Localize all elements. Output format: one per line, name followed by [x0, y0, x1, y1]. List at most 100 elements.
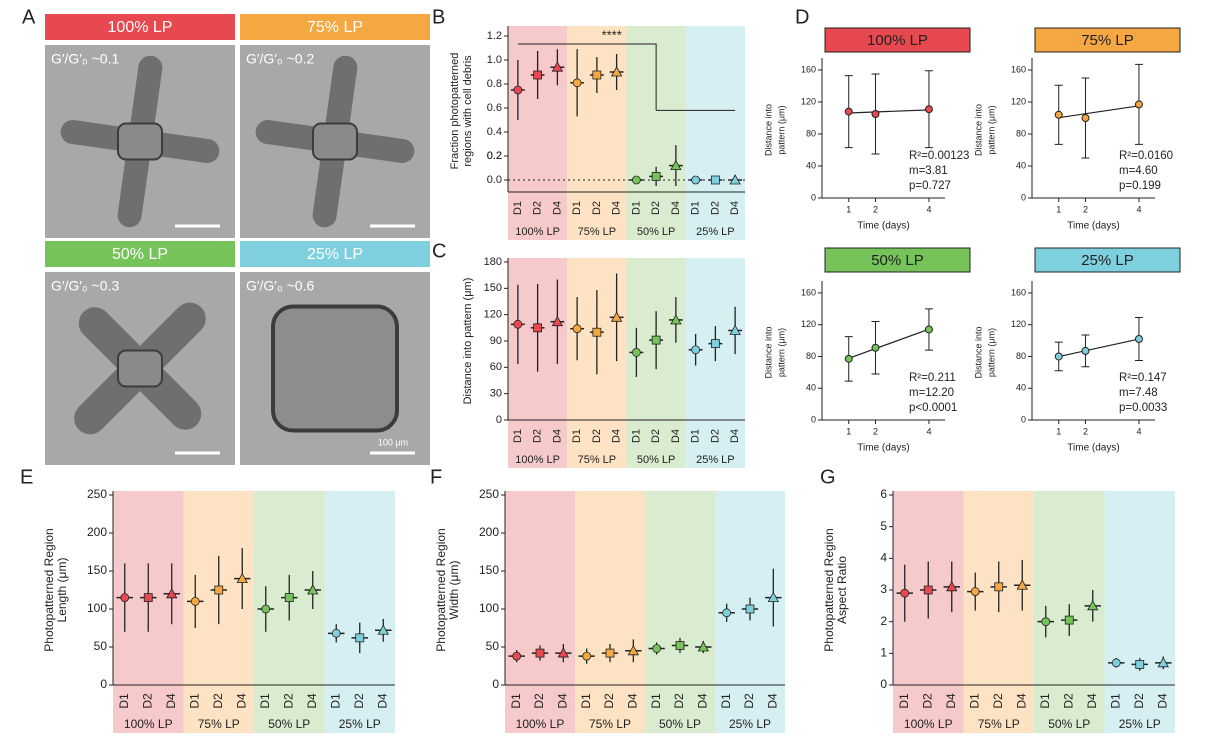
x-tick-label: D1 [187, 693, 201, 709]
y-tick-label: 0 [100, 677, 107, 691]
x-tick-label: D2 [591, 201, 603, 215]
x-tick-label: D1 [719, 693, 733, 709]
point [1134, 100, 1143, 109]
y-axis-label: Length (μm) [55, 558, 69, 623]
x-tick-label: D4 [375, 693, 389, 709]
group-label: 75% LP [978, 717, 1020, 731]
group-label: 25% LP [696, 226, 735, 238]
x-tick-label: 2 [873, 426, 878, 436]
group-band [324, 491, 395, 733]
point [1054, 352, 1063, 361]
x-tick-label: D2 [140, 693, 154, 709]
y-tick-label: 0 [492, 677, 499, 691]
title-box [1034, 27, 1181, 53]
y-tick-label: 250 [479, 487, 499, 501]
x-axis-label: Time (days) [1067, 221, 1119, 232]
x-tick-label: D2 [1061, 693, 1075, 709]
mean-marker [745, 604, 755, 614]
mean-marker [1157, 657, 1169, 668]
mean-marker [261, 604, 271, 614]
x-tick-label: D2 [281, 693, 295, 709]
title-bar [45, 14, 235, 40]
x-tick-label: D2 [709, 429, 721, 443]
mean-marker [767, 591, 780, 602]
group-label: 100% LP [515, 454, 560, 466]
x-tick-label: D4 [729, 201, 741, 215]
mean-marker [691, 175, 701, 185]
y-tick-label: 120 [1011, 96, 1026, 106]
y-tick-label: 180 [484, 256, 502, 268]
x-tick-label: D1 [258, 693, 272, 709]
x-tick-label: D4 [305, 693, 319, 709]
x-tick-label: 1 [1056, 204, 1061, 214]
y-tick-label: 90 [490, 335, 502, 347]
x-tick-label: 2 [1083, 204, 1088, 214]
x-tick-label: D1 [512, 429, 524, 443]
mean-marker [946, 581, 958, 592]
x-tick-label: D2 [532, 201, 544, 215]
y-axis-label: Distance into [763, 326, 773, 378]
mean-marker [675, 641, 685, 650]
x-tick-label: D2 [532, 429, 544, 443]
x-axis-label: Time (days) [857, 221, 909, 232]
stat-annotation: p=0.0033 [1119, 402, 1167, 414]
mean-marker [651, 335, 661, 345]
stat-annotation: p<0.0001 [909, 402, 957, 414]
y-tick-label: 120 [484, 309, 502, 321]
group-band [685, 26, 745, 240]
mean-marker [1064, 615, 1074, 625]
mean-marker [143, 593, 153, 602]
y-axis-label: regions with cell debris [462, 55, 474, 167]
panel-letter: B [432, 6, 445, 28]
y-tick-label: 150 [479, 563, 499, 577]
y-tick-label: 40 [1016, 160, 1026, 170]
x-tick-label: D4 [556, 693, 570, 709]
chart-title: 100% LP [867, 32, 928, 49]
point [924, 105, 933, 114]
x-tick-label: D2 [352, 693, 366, 709]
mean-marker [627, 644, 640, 656]
mean-marker [610, 66, 623, 77]
x-tick-label: D4 [670, 429, 682, 443]
mean-marker [572, 324, 582, 334]
x-tick-label: D2 [591, 429, 603, 443]
mean-marker [533, 70, 543, 80]
modulus-label: G′/G′₀ ~0.6 [246, 278, 314, 294]
y-tick-label: 0 [880, 677, 887, 691]
stat-annotation: p=0.727 [909, 180, 951, 192]
stat-annotation: m=3.81 [909, 165, 948, 177]
mean-marker [551, 315, 564, 327]
x-tick-label: D4 [551, 201, 563, 215]
group-label: 50% LP [637, 226, 676, 238]
modulus-label: G′/G′₀ ~0.1 [51, 51, 119, 67]
point [1081, 346, 1090, 355]
x-tick-label: D1 [1108, 693, 1122, 709]
mean-marker [1016, 579, 1028, 590]
mean-marker [582, 651, 592, 661]
fit-line [848, 328, 930, 359]
group-label: 75% LP [578, 226, 617, 238]
x-tick-label: D1 [630, 201, 642, 215]
y-tick-label: 80 [1016, 128, 1026, 138]
group-band [1104, 491, 1175, 733]
group-label: 75% LP [578, 454, 617, 466]
y-tick-label: 0 [496, 414, 502, 426]
mean-marker [190, 597, 200, 606]
mean-marker [652, 644, 662, 653]
x-tick-label: D4 [234, 693, 248, 709]
y-axis-label: Distance into pattern (μm) [462, 278, 474, 405]
x-tick-label: D1 [649, 693, 663, 709]
y-axis-label: pattern (μm) [986, 105, 996, 154]
mean-marker [610, 311, 623, 322]
y-tick-label: 2 [880, 614, 887, 628]
y-axis-label: pattern (μm) [986, 328, 996, 377]
point [871, 343, 880, 352]
y-axis-label: Width (μm) [447, 561, 461, 620]
x-tick-label: D1 [967, 693, 981, 709]
y-tick-label: 200 [87, 525, 107, 539]
group-label: 25% LP [696, 454, 735, 466]
modulus-label: G′/G′₀ ~0.3 [51, 278, 119, 294]
y-tick-label: 0 [811, 414, 816, 424]
mean-marker [120, 593, 130, 602]
x-tick-label: D4 [1014, 693, 1028, 709]
